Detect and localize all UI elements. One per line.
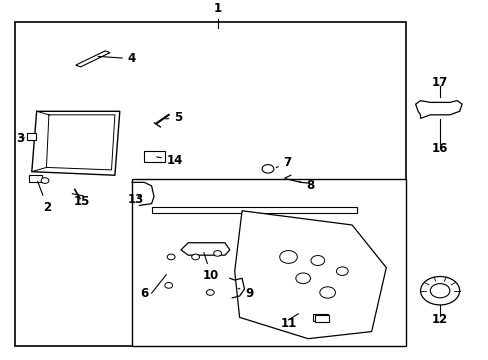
Text: 8: 8	[299, 179, 314, 192]
Text: 1: 1	[213, 3, 221, 15]
Text: 17: 17	[431, 76, 447, 89]
Bar	[144, 151, 164, 162]
Circle shape	[420, 276, 459, 305]
Bar	[29, 175, 41, 183]
Circle shape	[167, 254, 175, 260]
Circle shape	[336, 267, 347, 275]
Circle shape	[319, 287, 335, 298]
Text: 10: 10	[203, 252, 219, 282]
Bar	[15, 22, 405, 346]
Polygon shape	[181, 243, 229, 255]
Bar	[312, 314, 327, 321]
Circle shape	[262, 165, 273, 173]
Text: 14: 14	[157, 154, 183, 167]
Bar	[27, 133, 36, 140]
Circle shape	[429, 284, 449, 298]
Text: 5: 5	[165, 111, 182, 124]
Text: 7: 7	[276, 156, 291, 168]
Text: 13: 13	[127, 193, 144, 206]
Text: 6: 6	[140, 287, 148, 300]
Polygon shape	[76, 51, 110, 67]
Circle shape	[164, 283, 172, 288]
Text: 16: 16	[431, 142, 447, 155]
Circle shape	[295, 273, 310, 284]
Circle shape	[191, 254, 199, 260]
Text: 4: 4	[98, 52, 136, 65]
Circle shape	[279, 251, 297, 264]
Text: 2: 2	[38, 181, 51, 214]
Circle shape	[213, 251, 221, 256]
Circle shape	[310, 256, 324, 265]
Text: 12: 12	[431, 313, 447, 327]
Circle shape	[41, 178, 49, 183]
Text: 15: 15	[73, 195, 90, 208]
Circle shape	[206, 290, 214, 295]
Text: 3: 3	[17, 132, 24, 145]
Polygon shape	[151, 207, 356, 212]
Polygon shape	[234, 211, 386, 339]
Text: 9: 9	[238, 287, 253, 300]
Bar	[315, 315, 328, 321]
Bar	[132, 179, 405, 346]
Polygon shape	[32, 111, 120, 175]
Polygon shape	[415, 100, 461, 118]
Text: 11: 11	[280, 317, 296, 330]
